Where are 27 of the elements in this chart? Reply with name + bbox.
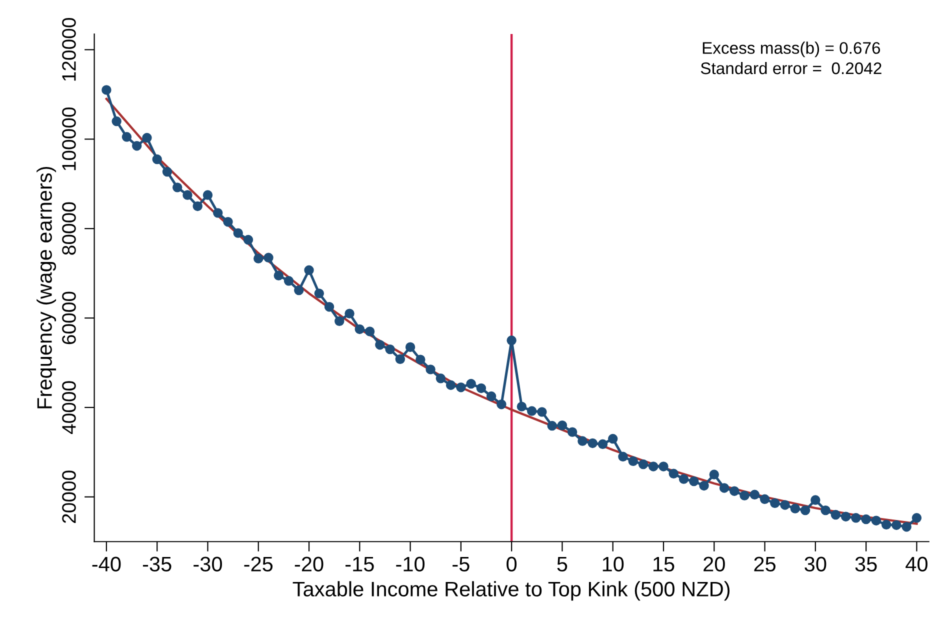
x-tick-label: -10: [396, 556, 425, 572]
y-tick-label: 120000: [62, 18, 76, 81]
x-tick-label: -35: [142, 556, 172, 572]
x-tick-label: 35: [855, 556, 877, 572]
x-tick-label: 25: [754, 556, 776, 572]
y-axis-title: Frequency (wage earners): [36, 166, 56, 408]
x-tick-label: -40: [92, 556, 121, 572]
annotation: Excess mass(b) = 0.676: [702, 42, 880, 58]
x-tick-label: -5: [452, 556, 470, 572]
x-tick-label: 0: [506, 556, 517, 572]
x-tick-label: 30: [804, 556, 826, 572]
x-tick-label: -15: [346, 556, 374, 572]
y-tick-label: 20000: [62, 470, 76, 523]
x-tick-label: 40: [906, 556, 928, 572]
x-tick-label: 15: [654, 556, 674, 572]
y-tick-label: 40000: [62, 381, 76, 434]
y-tick-label: 80000: [62, 202, 76, 255]
y-tick-label: 60000: [62, 292, 76, 344]
x-axis-title: Taxable Income Relative to Top Kink (500 NZD): [292, 581, 730, 601]
x-tick-label: -20: [294, 556, 324, 572]
x-tick-label: -25: [244, 556, 273, 572]
y-tick-label: 100000: [62, 107, 76, 170]
x-tick-label: -30: [194, 556, 222, 572]
x-tick-label: 5: [557, 556, 568, 572]
x-tick-label: 10: [602, 556, 624, 572]
x-tick-label: 20: [704, 556, 725, 572]
annotation: Standard error = 0.2042: [700, 62, 882, 74]
